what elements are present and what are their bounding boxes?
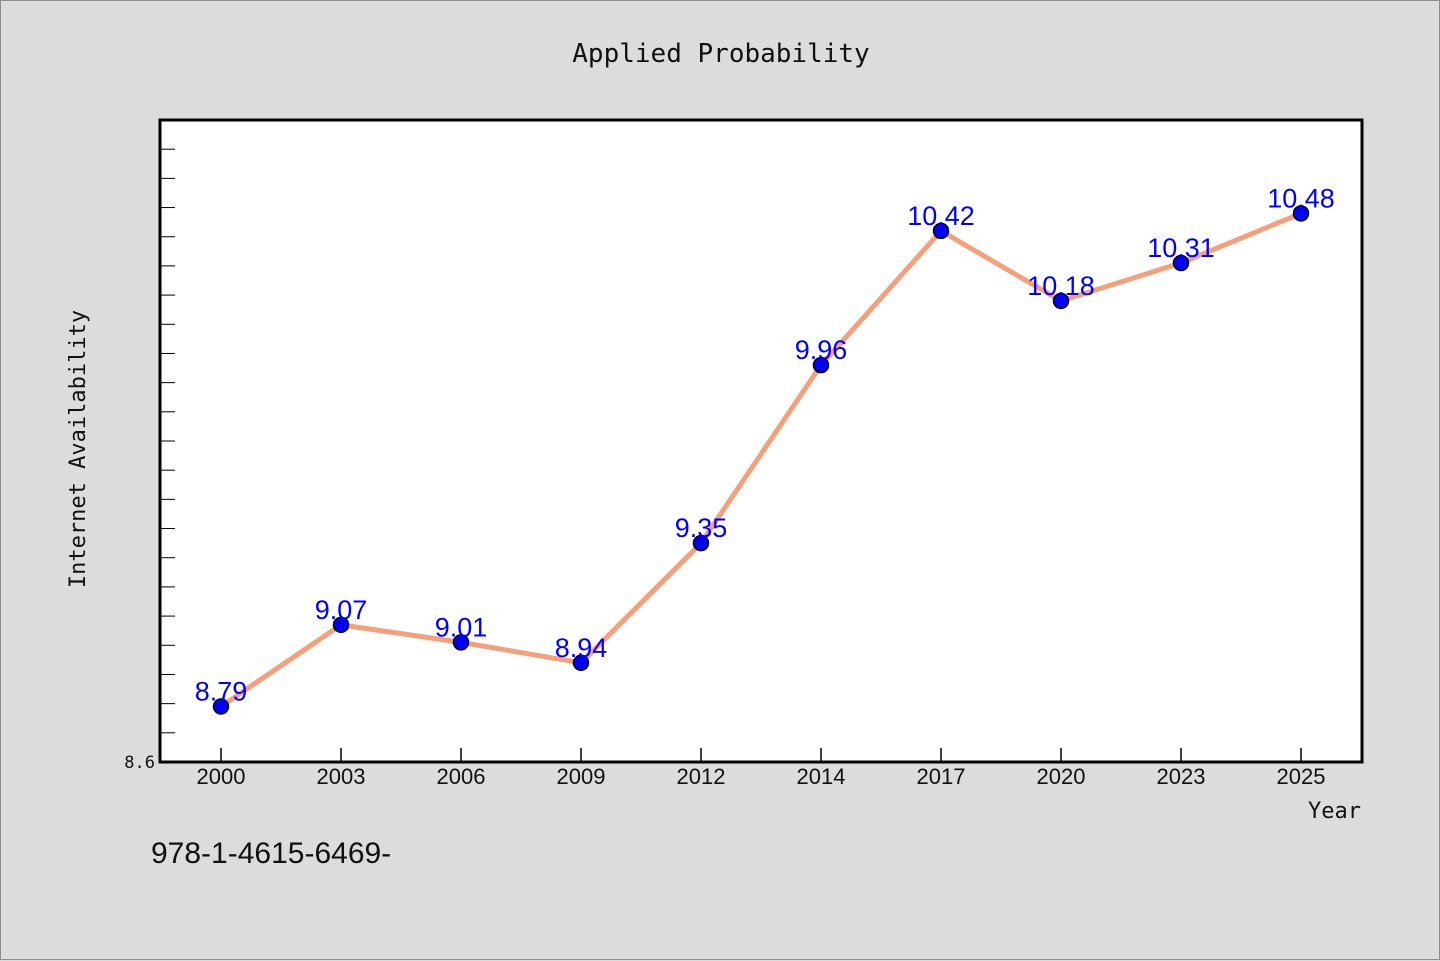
data-label: 9.01 (435, 612, 488, 642)
y-axis-tick-labels: 8.6 (124, 753, 155, 773)
data-label: 10.31 (1147, 233, 1215, 263)
data-label: 10.48 (1267, 183, 1335, 213)
data-point (332, 616, 350, 634)
x-axis-tick-labels: 2000 2003 2006 2009 2012 2014 2017 2020 2023 2025 (197, 764, 1326, 789)
data-label: 8.94 (555, 633, 608, 663)
x-tick-label: 2014 (797, 764, 846, 789)
x-tick-label: 2017 (917, 764, 966, 789)
x-axis-ticks (220, 748, 1302, 762)
x-tick-label: 2000 (197, 764, 246, 789)
x-tick-label: 2023 (1157, 764, 1206, 789)
data-point (692, 534, 710, 552)
data-label: 10.42 (907, 201, 975, 231)
data-point (572, 654, 590, 672)
y-tick-label: 8.6 (124, 753, 155, 773)
y-axis-title: Internet Availability (66, 310, 91, 588)
data-point (932, 222, 950, 240)
x-tick-label: 2003 (317, 764, 366, 789)
x-tick-label: 2009 (557, 764, 606, 789)
data-point (1292, 205, 1310, 222)
data-labels: 8.79 9.07 9.01 8.94 9.35 9.96 10.42 10.18 10.31 1… (195, 183, 1335, 706)
data-label: 9.35 (675, 513, 728, 543)
x-tick-label: 2006 (437, 764, 486, 789)
y-axis-ticks (160, 148, 175, 734)
isbn-footer: 978-1-4615-6469- (151, 837, 391, 870)
plot-area (158, 118, 1364, 764)
x-tick-label: 2012 (677, 764, 726, 789)
data-point (1052, 292, 1070, 310)
data-label: 8.79 (195, 677, 248, 707)
x-axis-title: Year (1308, 799, 1361, 824)
x-tick-label: 2020 (1037, 764, 1086, 789)
data-point (452, 634, 470, 651)
series-markers (212, 205, 1310, 715)
data-label: 9.07 (315, 595, 368, 625)
chart-title: Applied Probability (572, 39, 869, 69)
x-tick-label: 2025 (1277, 764, 1326, 789)
data-point (812, 356, 830, 374)
data-point (212, 698, 230, 715)
data-label: 10.18 (1027, 271, 1095, 301)
data-point (1172, 254, 1190, 272)
data-label: 9.96 (795, 335, 848, 365)
series-line (218, 210, 1304, 710)
